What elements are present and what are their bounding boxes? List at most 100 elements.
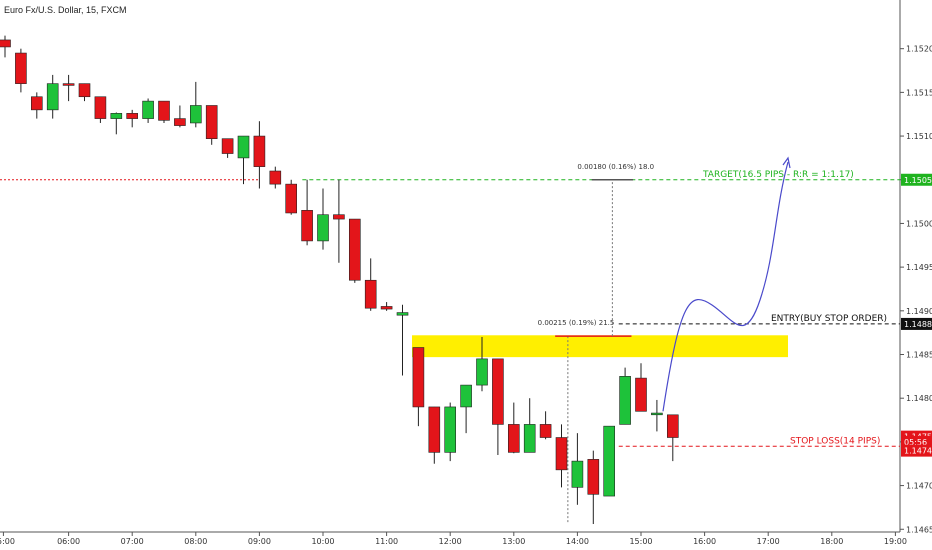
stop-loss-label: STOP LOSS(14 PIPS) — [790, 436, 880, 446]
candle-body — [460, 384, 472, 408]
candle-body — [412, 347, 425, 408]
candle — [651, 399, 663, 432]
target-label: TARGET(16.5 PIPS - R:R = 1:1.17) — [702, 170, 854, 180]
candle — [110, 112, 123, 135]
candle-body — [587, 459, 600, 495]
candle-body — [317, 214, 329, 242]
projection-curve — [662, 161, 789, 412]
x-tick-label: 16:00 — [693, 537, 716, 546]
x-tick-label: 11:00 — [375, 537, 398, 546]
price-tag: 1.14745 — [901, 444, 932, 457]
x-tick-label: 07:00 — [121, 537, 144, 546]
x-tick-label: 05:00 — [0, 537, 15, 546]
candle — [158, 100, 170, 123]
candle-body — [380, 306, 393, 310]
candle-body — [110, 113, 123, 119]
price-tag-text: 05:56 — [904, 438, 927, 447]
x-tick-label: 14:00 — [566, 537, 589, 546]
candle-body — [269, 170, 282, 185]
candle-body — [0, 39, 11, 48]
candle — [460, 384, 472, 434]
candle — [619, 367, 631, 425]
candle-body — [333, 214, 345, 220]
candle — [635, 363, 647, 412]
x-tick-label: 13:00 — [502, 537, 525, 546]
x-tick-label: 17:00 — [757, 537, 780, 546]
candle — [94, 96, 107, 123]
y-tick-label: 1.14700 — [906, 482, 932, 491]
y-tick-label: 1.15100 — [906, 132, 932, 141]
y-tick-label: 1.15150 — [906, 88, 932, 97]
candle-body — [492, 358, 504, 425]
y-tick-label: 1.15000 — [906, 219, 932, 228]
candle-body — [571, 460, 584, 488]
candle-body — [174, 118, 186, 126]
x-tick-label: 08:00 — [184, 537, 207, 546]
candle-body — [396, 312, 409, 316]
candle — [237, 135, 250, 185]
candle-body — [30, 96, 43, 111]
candle — [30, 92, 43, 119]
candle-body — [142, 100, 154, 119]
candle-body — [364, 279, 377, 309]
price-tag-bg — [901, 444, 932, 457]
candle — [317, 188, 329, 250]
candle — [666, 414, 679, 462]
price-tag-text: 1.14745 — [904, 447, 932, 456]
candle-body — [301, 210, 313, 242]
candle-body — [205, 105, 218, 139]
x-tick-label: 19:00 — [884, 537, 907, 546]
candle-body — [46, 83, 59, 111]
entry-label: ENTRY(BUY STOP ORDER) — [771, 314, 887, 324]
price-tag-text: 1.15050 — [904, 176, 932, 185]
y-tick-label: 1.14900 — [906, 307, 932, 316]
candle — [555, 424, 568, 488]
projection-arrow-head — [782, 156, 791, 169]
x-tick-label: 12:00 — [439, 537, 462, 546]
candle-body — [507, 424, 520, 453]
candle-body — [221, 138, 234, 154]
candle-body — [94, 96, 107, 119]
candle — [428, 406, 441, 464]
candle — [523, 398, 536, 453]
x-tick-label: 18:00 — [820, 537, 843, 546]
candle — [46, 74, 59, 119]
candle — [205, 105, 218, 145]
y-tick-label: 1.14950 — [906, 263, 932, 272]
candle — [126, 109, 138, 128]
price-tag: 1.15050 — [901, 173, 932, 186]
y-tick-label: 1.14850 — [906, 351, 932, 360]
candle-body — [539, 424, 552, 438]
candle-body — [651, 412, 663, 416]
candle — [301, 179, 313, 246]
candle-body — [666, 414, 679, 438]
candle-body — [285, 183, 298, 214]
x-tick-label: 15:00 — [629, 537, 652, 546]
candle — [221, 138, 234, 158]
candle-body — [428, 406, 441, 453]
candle — [285, 179, 298, 215]
candle — [142, 98, 154, 123]
candle-body — [635, 377, 647, 412]
candle — [190, 81, 202, 128]
candle — [348, 218, 361, 283]
candle — [539, 411, 552, 440]
candle — [603, 425, 616, 497]
candle-body — [555, 437, 568, 471]
resistance-zone — [412, 335, 788, 358]
candle — [364, 258, 377, 311]
candle-body — [237, 135, 250, 159]
measure-top-label: 0.00180 (0.16%) 18.0 — [577, 163, 654, 171]
candle-body — [190, 105, 202, 124]
candle-body — [253, 135, 266, 167]
candle — [380, 302, 393, 311]
candle — [174, 105, 186, 128]
candle-body — [15, 52, 27, 84]
candle — [253, 121, 266, 189]
candle-body — [348, 218, 361, 281]
candle — [492, 358, 504, 455]
candle-body — [62, 83, 75, 86]
symbol-title: Euro Fx/U.S. Dollar, 15, FXCM — [4, 5, 127, 15]
